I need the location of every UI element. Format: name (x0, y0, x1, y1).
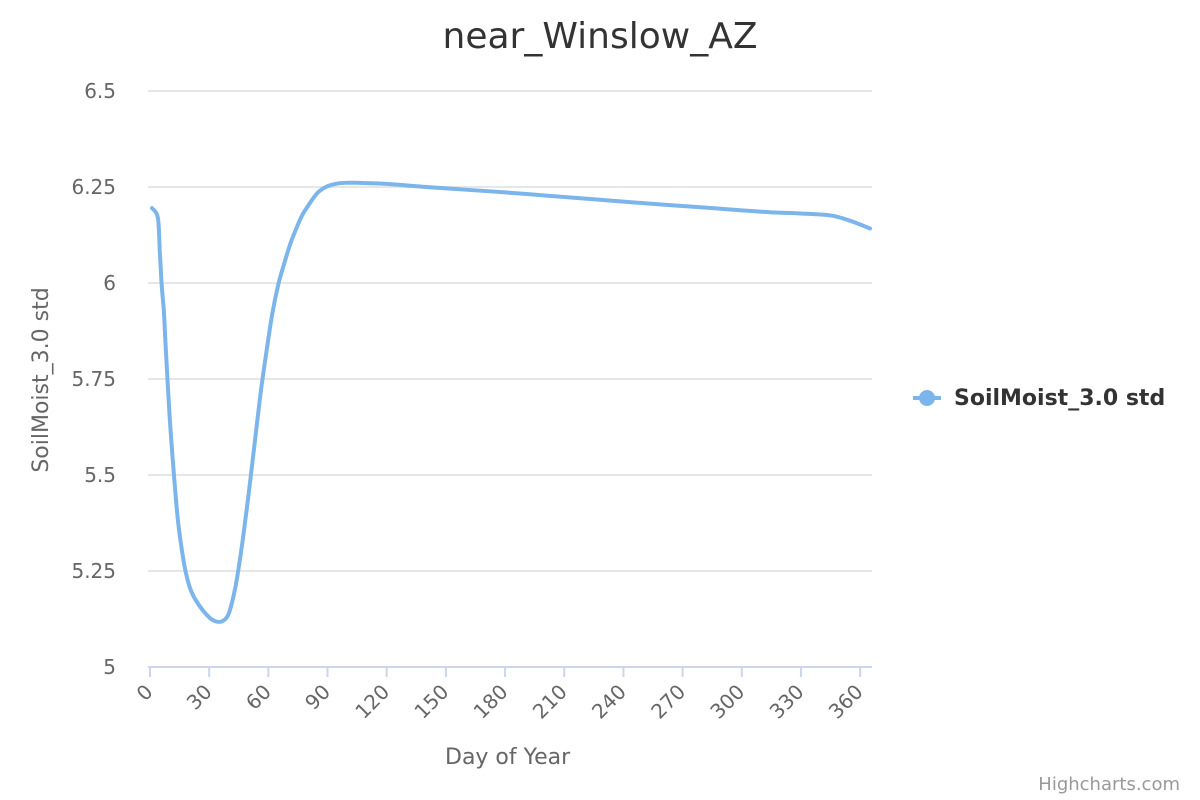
legend-circle-marker (919, 390, 935, 406)
x-tick-label: 180 (469, 680, 513, 724)
x-tick-label: 210 (528, 680, 572, 724)
y-tick-label: 5.5 (84, 463, 116, 487)
x-tick-label: 150 (409, 680, 453, 724)
y-tick-label: 6.25 (71, 175, 116, 199)
grid-lines (148, 90, 872, 572)
y-tick-label: 5.25 (71, 559, 116, 583)
x-tick-label: 240 (587, 680, 631, 724)
y-tick-label: 6 (103, 271, 116, 295)
x-tick-label: 0 (132, 680, 158, 706)
x-tick-label: 270 (646, 680, 690, 724)
x-axis-title: Day of Year (445, 745, 571, 770)
x-tick-label: 360 (824, 680, 868, 724)
y-tick-label: 5 (103, 655, 116, 679)
y-axis-title: SoilMoist_3.0 std (29, 287, 54, 472)
y-axis-ticks: 5 5.25 5.5 5.75 6 6.25 6.5 (71, 79, 116, 679)
x-tick-label: 90 (300, 680, 335, 715)
x-tick-label: 120 (350, 680, 394, 724)
y-tick-label: 5.75 (71, 367, 116, 391)
legend-item[interactable]: SoilMoist_3.0 std (913, 386, 1165, 411)
legend-label: SoilMoist_3.0 std (954, 386, 1165, 411)
y-tick-label: 6.5 (84, 79, 116, 103)
x-tick-label: 60 (241, 680, 276, 715)
x-tick-label: 300 (705, 680, 749, 724)
x-tick-label: 30 (182, 680, 217, 715)
series-layer (149, 180, 873, 624)
chart-title: near_Winslow_AZ (443, 16, 758, 57)
credits-link[interactable]: Highcharts.com (1038, 774, 1180, 795)
series-line[interactable] (149, 180, 873, 624)
x-tick-label: 330 (765, 680, 809, 724)
x-axis: 0 30 60 90 120 150 180 210 240 270 300 330 360 (132, 666, 872, 724)
